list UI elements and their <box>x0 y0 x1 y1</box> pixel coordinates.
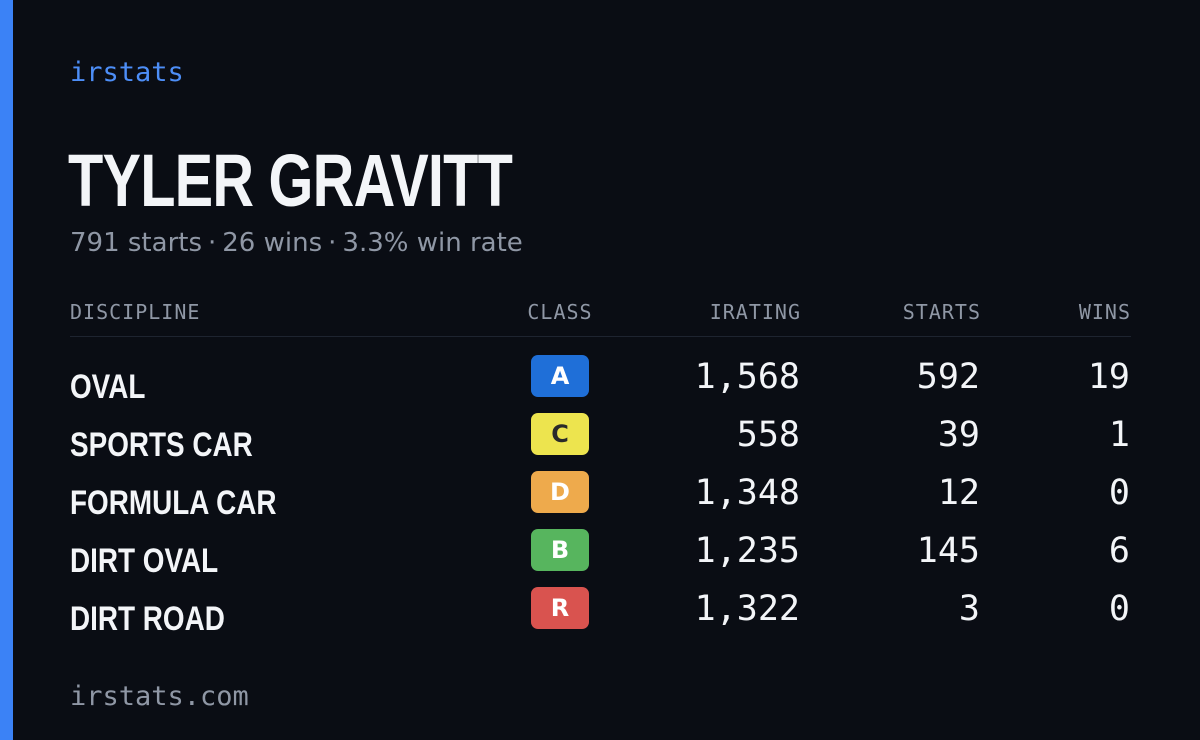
discipline-name: DIRT ROAD <box>70 600 225 638</box>
total-wins: 26 wins <box>222 228 323 258</box>
starts-value: 12 <box>937 473 980 513</box>
irating-value: 1,235 <box>694 531 800 571</box>
discipline-name: OVAL <box>70 368 146 406</box>
starts-value: 592 <box>916 357 980 397</box>
discipline-name: FORMULA CAR <box>70 484 277 522</box>
table-row: DIRT OVAL B 1,235 145 6 <box>70 527 1131 585</box>
column-header-class: CLASS <box>527 300 593 324</box>
wins-value: 19 <box>1087 357 1130 397</box>
accent-bar <box>0 0 13 740</box>
column-header-wins: WINS <box>1078 300 1131 324</box>
table-header: DISCIPLINE CLASS IRATING STARTS WINS <box>70 296 1131 337</box>
column-header-discipline: DISCIPLINE <box>70 300 201 324</box>
discipline-stats-table: DISCIPLINE CLASS IRATING STARTS WINS OVA… <box>70 296 1131 638</box>
starts-value: 39 <box>937 415 980 455</box>
irating-value: 1,322 <box>694 589 800 629</box>
wins-value: 1 <box>1108 415 1130 455</box>
table-row: FORMULA CAR D 1,348 12 0 <box>70 469 1131 527</box>
starts-value: 3 <box>958 589 980 629</box>
discipline-name: DIRT OVAL <box>70 542 219 580</box>
table-body: OVAL A 1,568 592 19 SPORTS CAR C 558 39 … <box>70 353 1131 643</box>
irating-value: 558 <box>736 415 800 455</box>
summary-separator: · <box>328 228 337 258</box>
license-class-badge: R <box>531 587 589 629</box>
starts-value: 145 <box>916 531 980 571</box>
license-class-badge: A <box>531 355 589 397</box>
license-class-badge: B <box>531 529 589 571</box>
summary-separator: · <box>208 228 217 258</box>
wins-value: 6 <box>1108 531 1130 571</box>
footer-url: irstats.com <box>70 681 249 712</box>
column-header-irating: IRATING <box>709 300 801 324</box>
table-row: SPORTS CAR C 558 39 1 <box>70 411 1131 469</box>
irating-value: 1,348 <box>694 473 800 513</box>
license-class-badge: D <box>531 471 589 513</box>
license-class-badge: C <box>531 413 589 455</box>
wins-value: 0 <box>1108 473 1130 513</box>
column-header-starts: STARTS <box>902 300 981 324</box>
brand-logo-text: irstats <box>70 57 184 88</box>
total-starts: 791 starts <box>70 228 202 258</box>
wins-value: 0 <box>1108 589 1130 629</box>
irating-value: 1,568 <box>694 357 800 397</box>
discipline-name: SPORTS CAR <box>70 426 253 464</box>
table-row: OVAL A 1,568 592 19 <box>70 353 1131 411</box>
driver-name: TYLER GRAVITT <box>68 139 513 222</box>
table-row: DIRT ROAD R 1,322 3 0 <box>70 585 1131 643</box>
driver-summary: 791 starts · 26 wins · 3.3% win rate <box>70 228 523 258</box>
win-rate: 3.3% win rate <box>342 228 523 258</box>
